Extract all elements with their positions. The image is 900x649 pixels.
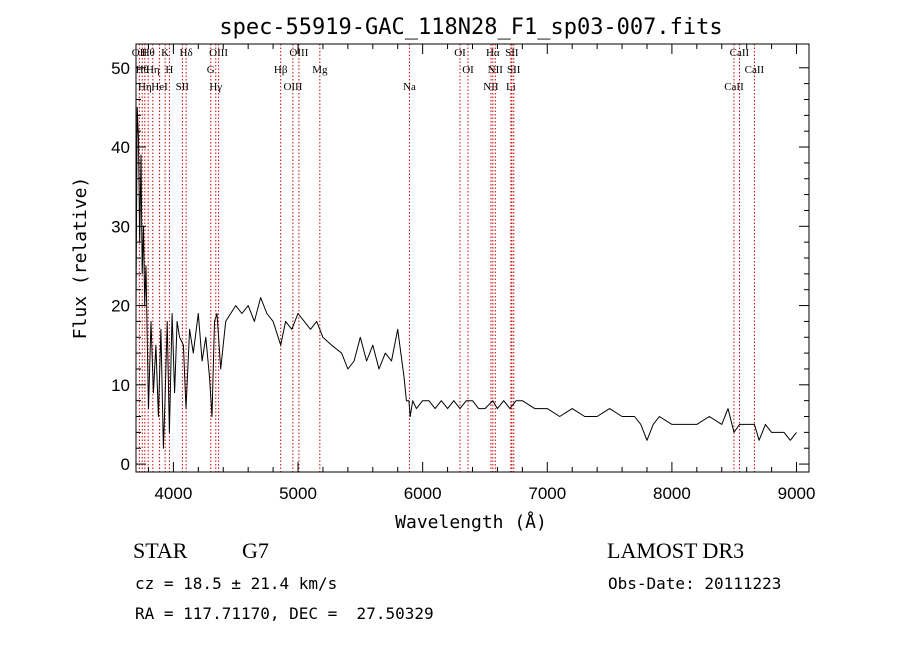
- line-marker-label: G: [207, 64, 215, 76]
- line-marker-label: Hη: [138, 81, 152, 93]
- line-marker-label: Mg: [312, 64, 328, 76]
- line-marker-label: Hγ: [209, 81, 222, 93]
- coordinates: RA = 117.71170, DEC = 27.50329: [135, 604, 434, 623]
- x-tick-label: 8000: [653, 484, 691, 503]
- obs-date: Obs-Date: 20111223: [608, 574, 782, 593]
- chart-title: spec-55919-GAC_118N28_F1_sp03-007.fits: [219, 15, 722, 40]
- redshift-cz: cz = 18.5 ± 21.4 km/s: [135, 574, 338, 593]
- object-type: STAR: [133, 538, 188, 563]
- survey-name: LAMOST DR3: [607, 538, 745, 563]
- line-marker-label: SII: [507, 64, 521, 76]
- y-axis-label: Flux (relative): [70, 177, 91, 340]
- line-marker-label: OIII: [289, 47, 308, 59]
- x-tick-label: 5000: [279, 484, 317, 503]
- line-marker-label: SII: [505, 47, 519, 59]
- line-marker-label: CaII: [724, 81, 744, 93]
- x-tick-label: 7000: [528, 484, 566, 503]
- line-marker-label: HeI: [151, 81, 168, 93]
- y-tick-label: 0: [121, 455, 130, 474]
- line-marker-label: CaII: [745, 64, 765, 76]
- line-marker-label: NII: [488, 64, 504, 76]
- line-marker-labels: OIIHθHηHθHηHeIKHSIIHδGHγOIIIHβOIIIOIIIMg…: [132, 47, 765, 93]
- x-axis-label: Wavelength (Å): [395, 511, 547, 533]
- line-marker-label: OIII: [209, 47, 228, 59]
- line-marker-label: Hα: [486, 47, 500, 59]
- y-tick-label: 30: [111, 217, 130, 236]
- line-markers: [138, 44, 755, 472]
- line-marker-label: NII: [483, 81, 499, 93]
- spectrum-line: [135, 106, 797, 449]
- line-marker-label: OIII: [283, 81, 302, 93]
- line-marker-label: Hθ: [136, 64, 149, 76]
- line-marker-label: Li: [506, 81, 516, 93]
- y-tick-label: 50: [111, 59, 130, 78]
- line-marker-label: SII: [176, 81, 190, 93]
- line-marker-label: Na: [403, 81, 416, 93]
- line-marker-label: Hθ: [142, 47, 155, 59]
- x-tick-label: 9000: [778, 484, 816, 503]
- line-marker-label: K: [161, 47, 169, 59]
- subclass: G7: [242, 538, 269, 563]
- line-marker-label: CaII: [730, 47, 750, 59]
- line-marker-label: Hη: [146, 64, 160, 76]
- line-marker-label: Hβ: [274, 64, 288, 76]
- y-axis-ticks: 0 10 20 30 40 50: [111, 59, 809, 474]
- x-tick-label: 4000: [154, 484, 192, 503]
- y-tick-label: 10: [111, 376, 130, 395]
- y-tick-label: 20: [111, 297, 130, 316]
- line-marker-label: Hδ: [180, 47, 193, 59]
- spectrum-series: [135, 106, 797, 449]
- line-marker-label: OI: [454, 47, 466, 59]
- x-tick-label: 6000: [404, 484, 442, 503]
- plot-frame: [135, 43, 810, 473]
- x-axis-ticks: 4000 5000 6000 7000 8000 9000: [147, 44, 816, 503]
- line-marker-label: OI: [462, 64, 474, 76]
- y-tick-label: 40: [111, 138, 130, 157]
- line-marker-label: H: [165, 64, 173, 76]
